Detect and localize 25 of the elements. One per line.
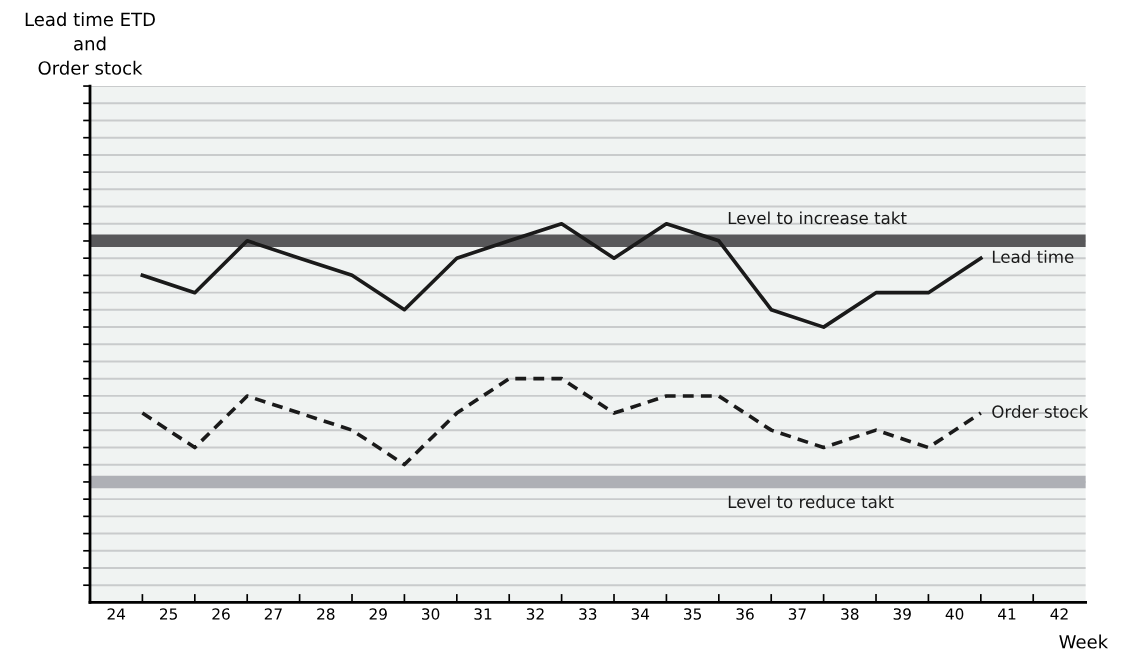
x-tick-label: 42 [1050, 608, 1068, 620]
x-tick-label: 27 [264, 608, 282, 620]
series-label: Order stock [992, 405, 1089, 418]
x-tick-label: 33 [579, 608, 597, 620]
x-tick-label: 38 [841, 608, 859, 620]
x-tick-label: 40 [945, 608, 964, 620]
x-tick-label: 24 [107, 608, 126, 620]
x-tick-label: 31 [474, 608, 492, 620]
x-tick-label: 25 [160, 608, 177, 620]
x-tick-label: 36 [736, 608, 754, 620]
x-tick-label: 37 [788, 608, 806, 620]
text: Lead time ETD and Order stock [25, 12, 155, 75]
x-tick-label: 41 [998, 608, 1016, 620]
series-label: Lead time [992, 250, 1074, 264]
x-axis-title: Week [1059, 634, 1109, 649]
x-tick-label: 30 [422, 608, 440, 620]
x-tick-label: 35 [684, 608, 701, 620]
ref-line-label: Level to increase takt [728, 211, 907, 225]
x-tick-label: 26 [212, 608, 230, 620]
x-tick-label: 32 [526, 608, 544, 620]
x-tick-label: 39 [893, 608, 911, 620]
x-tick-label: 28 [317, 608, 335, 620]
x-tick-label: 29 [369, 608, 387, 620]
x-tick-label: 34 [631, 608, 650, 620]
ref-line-label: Level to reduce takt [728, 495, 894, 509]
